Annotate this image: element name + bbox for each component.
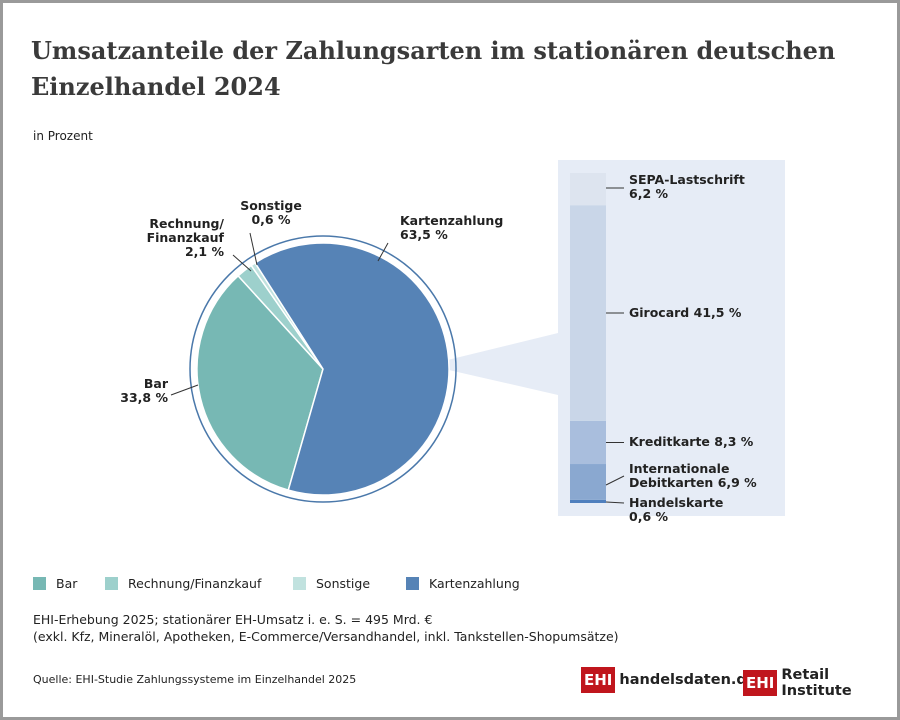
logo: EHI Retail Institute bbox=[743, 667, 897, 699]
legend-swatch bbox=[33, 577, 46, 590]
legend-label: Sonstige bbox=[316, 576, 371, 591]
legend-item: Sonstige bbox=[293, 576, 370, 591]
pie-label: Rechnung/Finanzkauf 2,1 % bbox=[103, 217, 224, 259]
leader-line bbox=[377, 242, 389, 262]
pie-label: Sonstige 0,6 % bbox=[231, 199, 311, 227]
legend-item: Bar bbox=[33, 576, 77, 591]
bar-value-label: 6,9 % bbox=[717, 475, 757, 490]
bar-label: SEPA-Lastschrift 6,2 % bbox=[629, 173, 764, 201]
bar-segment bbox=[570, 420, 606, 465]
legend-label: Bar bbox=[56, 576, 78, 591]
bar-label-name: SEPA-Lastschrift bbox=[629, 172, 745, 187]
logo-mark: EHI bbox=[581, 667, 616, 693]
title: Umsatzanteile der Zahlungsarten im stati… bbox=[31, 36, 836, 101]
logo-mark: EHI bbox=[743, 670, 778, 696]
connector bbox=[427, 333, 558, 395]
pie-value-label: 33,8 % bbox=[120, 390, 168, 405]
pie-slice bbox=[196, 274, 324, 492]
legend-swatch bbox=[293, 577, 306, 590]
bar-label: Girocard 41,5 % bbox=[629, 306, 764, 320]
bar-label-name: Girocard bbox=[629, 305, 690, 321]
legend-swatch bbox=[105, 577, 118, 590]
pie-label: Kartenzahlung 63,5 % bbox=[400, 214, 520, 242]
pie-label-name: Kartenzahlung bbox=[400, 213, 504, 228]
pie-value-label: 2,1 % bbox=[184, 244, 224, 259]
bar-segment bbox=[570, 173, 606, 206]
note: (exkl. Kfz, Mineralöl, Apotheken, E-Comm… bbox=[33, 629, 619, 644]
bar-label: Handelskarte 0,6 % bbox=[629, 496, 764, 524]
logo-text: Retail Institute bbox=[781, 667, 852, 699]
bar-value-label: 0,6 % bbox=[629, 509, 669, 524]
chart bbox=[170, 160, 785, 516]
logo-text: handelsdaten.de bbox=[619, 672, 757, 688]
source: Quelle: EHI-Studie Zahlungssysteme im Ei… bbox=[33, 673, 357, 686]
bar-label-name: Internationale Debitkarten bbox=[629, 461, 730, 490]
pie-value-label: 0,6 % bbox=[251, 212, 291, 227]
bar-segment bbox=[570, 205, 606, 421]
bar-label: Kreditkarte 8,3 % bbox=[629, 435, 764, 449]
leader-line bbox=[605, 475, 625, 486]
leader-line bbox=[249, 232, 258, 266]
bar-value-label: 8,3 % bbox=[714, 434, 754, 450]
legend-label: Kartenzahlung bbox=[429, 576, 520, 591]
bar-label-name: Handelskarte bbox=[629, 495, 724, 510]
pie-label: Bar 33,8 % bbox=[73, 377, 168, 405]
pie-ring bbox=[189, 235, 457, 503]
logo: EHI handelsdaten.de bbox=[581, 667, 757, 693]
leader-line bbox=[232, 254, 252, 272]
legend-swatch bbox=[406, 577, 419, 590]
pie-label-name: Sonstige bbox=[240, 198, 302, 213]
pie-label-name: Bar bbox=[143, 376, 168, 391]
bar-segment bbox=[570, 499, 606, 503]
bar-value-label: 41,5 % bbox=[693, 305, 742, 321]
bar-label: Internationale Debitkarten 6,9 % bbox=[629, 462, 764, 490]
legend-item: Rechnung/Finanzkauf bbox=[105, 576, 261, 591]
note: EHI-Erhebung 2025; stationärer EH-Umsatz… bbox=[33, 612, 433, 627]
pie-slice bbox=[254, 242, 450, 496]
pie-label-name: Rechnung/Finanzkauf bbox=[146, 216, 224, 245]
legend-label: Rechnung/Finanzkauf bbox=[128, 576, 262, 591]
pie-value-label: 63,5 % bbox=[400, 227, 448, 242]
leader-line bbox=[170, 384, 199, 396]
bar-label-name: Kreditkarte bbox=[629, 434, 710, 450]
bar-value-label: 6,2 % bbox=[629, 186, 669, 201]
leader-line bbox=[605, 501, 625, 504]
bar-segment bbox=[570, 464, 606, 500]
subtitle: in Prozent bbox=[33, 129, 93, 143]
legend-item: Kartenzahlung bbox=[406, 576, 520, 591]
